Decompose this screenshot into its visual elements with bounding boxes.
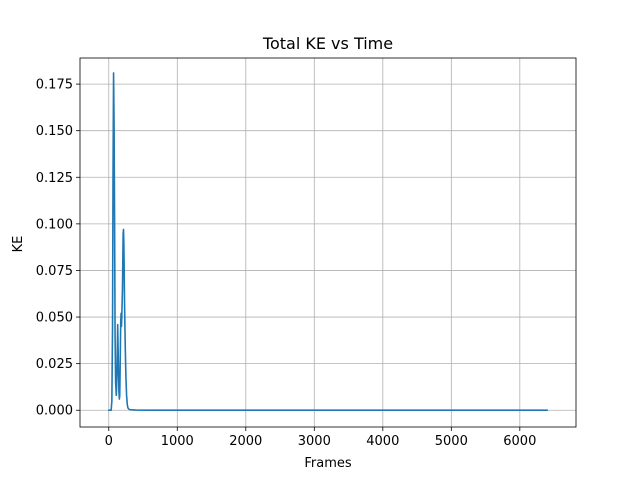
y-tick-label: 0.000 <box>36 404 73 419</box>
y-tick-label: 0.150 <box>36 124 73 139</box>
x-tick-label: 3000 <box>298 434 331 449</box>
x-tick-label: 0 <box>105 434 113 449</box>
series-layer <box>107 72 549 412</box>
x-axis-label: Frames <box>304 456 352 471</box>
y-tick-label: 0.075 <box>36 264 73 279</box>
y-tick-label: 0.175 <box>36 78 73 93</box>
x-tick-label: 5000 <box>435 434 468 449</box>
x-tick-label: 1000 <box>161 434 194 449</box>
plot-frame <box>79 57 577 428</box>
ticks: 0 1000 2000 3000 4000 5000 6000 0.000 0.025 0.050… <box>36 78 537 449</box>
y-tick-label: 0.100 <box>36 217 73 232</box>
x-tick-label: 6000 <box>503 434 536 449</box>
y-tick-label: 0.050 <box>36 311 73 326</box>
y-tick-label: 0.125 <box>36 171 73 186</box>
y-tick-label: 0.025 <box>36 357 73 372</box>
x-tick-label: 2000 <box>229 434 262 449</box>
chart-title: Total KE vs Time <box>262 34 393 53</box>
y-axis-label: KE <box>11 236 26 253</box>
x-tick-label: 4000 <box>366 434 399 449</box>
grid <box>80 58 576 427</box>
series-line-0 <box>107 72 549 412</box>
